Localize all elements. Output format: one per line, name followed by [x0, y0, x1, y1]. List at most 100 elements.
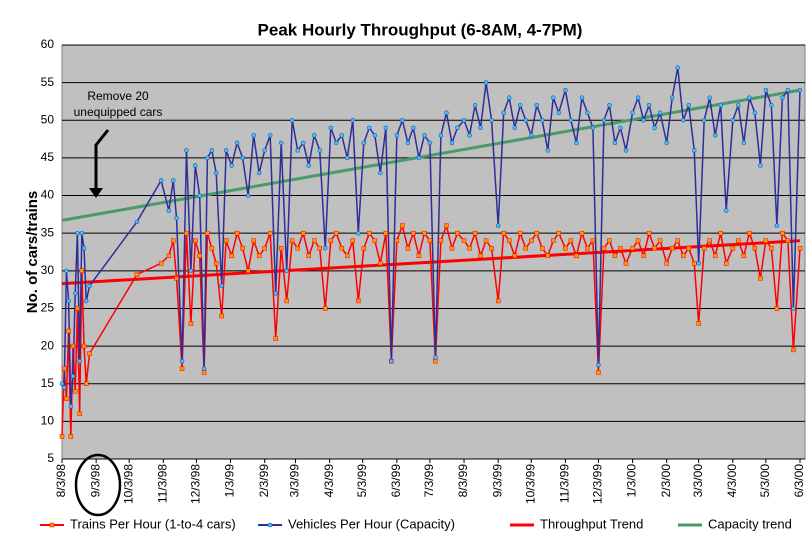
marker	[696, 261, 701, 266]
marker	[730, 245, 736, 251]
marker	[289, 238, 295, 243]
marker	[752, 245, 758, 251]
marker	[306, 253, 311, 259]
marker	[534, 102, 539, 108]
marker	[701, 245, 707, 251]
marker	[551, 238, 556, 243]
marker	[350, 238, 356, 243]
marker	[641, 118, 646, 123]
marker	[433, 355, 438, 360]
marker	[506, 238, 512, 243]
marker	[166, 208, 172, 213]
marker	[675, 238, 680, 243]
marker	[780, 95, 785, 100]
marker	[607, 238, 612, 243]
marker	[512, 253, 517, 259]
series-line	[61, 223, 801, 437]
marker	[256, 170, 262, 176]
marker	[712, 133, 718, 138]
marker	[652, 125, 657, 131]
marker	[201, 370, 207, 375]
marker	[680, 118, 686, 123]
marker	[723, 261, 729, 266]
marker	[197, 193, 202, 198]
marker	[528, 238, 534, 243]
marker	[59, 434, 65, 439]
marker	[517, 230, 523, 236]
legend-label: Trains Per Hour (1-to-4 cars)	[70, 516, 236, 531]
marker	[345, 155, 350, 161]
y-tick-label: 35	[41, 225, 55, 239]
y-tick-label: 55	[41, 75, 55, 89]
marker	[72, 389, 78, 394]
marker	[134, 219, 140, 225]
marker	[83, 381, 89, 386]
marker	[383, 230, 389, 236]
highlight-circle	[74, 453, 122, 517]
marker	[574, 253, 579, 259]
x-tick-label: 11/3/99	[558, 464, 572, 503]
marker	[785, 87, 791, 93]
marker	[664, 261, 669, 266]
marker	[240, 245, 245, 251]
marker	[223, 148, 229, 153]
marker	[209, 148, 215, 153]
marker	[585, 110, 590, 115]
marker	[339, 133, 345, 138]
marker	[262, 148, 267, 153]
marker	[300, 230, 306, 236]
x-tick-label: 1/3/00	[625, 464, 639, 498]
marker	[383, 125, 389, 131]
marker	[534, 230, 539, 236]
marker	[405, 140, 411, 146]
marker	[372, 133, 378, 138]
marker	[590, 125, 596, 131]
marker	[267, 133, 273, 138]
marker	[345, 253, 350, 259]
marker	[501, 110, 506, 115]
marker	[79, 230, 85, 236]
marker	[657, 238, 663, 243]
marker	[197, 253, 202, 259]
marker	[675, 65, 680, 70]
marker	[245, 193, 251, 198]
marker	[701, 118, 707, 123]
marker	[394, 133, 400, 138]
x-tick-label: 8/3/98	[54, 464, 68, 498]
marker	[422, 133, 427, 138]
marker	[556, 110, 562, 115]
series-line	[61, 67, 801, 407]
marker	[193, 238, 198, 243]
marker	[718, 102, 723, 108]
marker	[179, 358, 185, 364]
x-tick-label: 11/3/98	[156, 464, 170, 503]
marker	[545, 253, 551, 259]
marker	[438, 238, 444, 243]
marker	[478, 253, 483, 259]
marker	[184, 148, 189, 153]
marker	[188, 268, 194, 274]
marker	[501, 230, 506, 236]
x-tick-label: 10/3/99	[523, 464, 537, 504]
y-tick-label: 25	[41, 301, 55, 315]
marker	[774, 306, 780, 311]
marker	[367, 230, 372, 236]
marker	[251, 238, 256, 243]
x-tick-label: 3/3/00	[691, 464, 705, 498]
marker	[350, 118, 356, 123]
y-tick-label: 15	[41, 376, 55, 390]
marker	[712, 253, 718, 259]
marker	[389, 358, 394, 364]
marker	[300, 140, 306, 146]
marker	[618, 245, 623, 251]
marker	[289, 118, 295, 123]
x-tick-label: 8/3/99	[456, 464, 470, 498]
marker	[323, 245, 328, 251]
marker	[68, 434, 74, 439]
marker	[416, 253, 422, 259]
marker	[736, 238, 741, 243]
marker	[692, 261, 697, 266]
marker	[596, 362, 601, 368]
marker	[646, 230, 652, 236]
marker	[579, 230, 585, 236]
